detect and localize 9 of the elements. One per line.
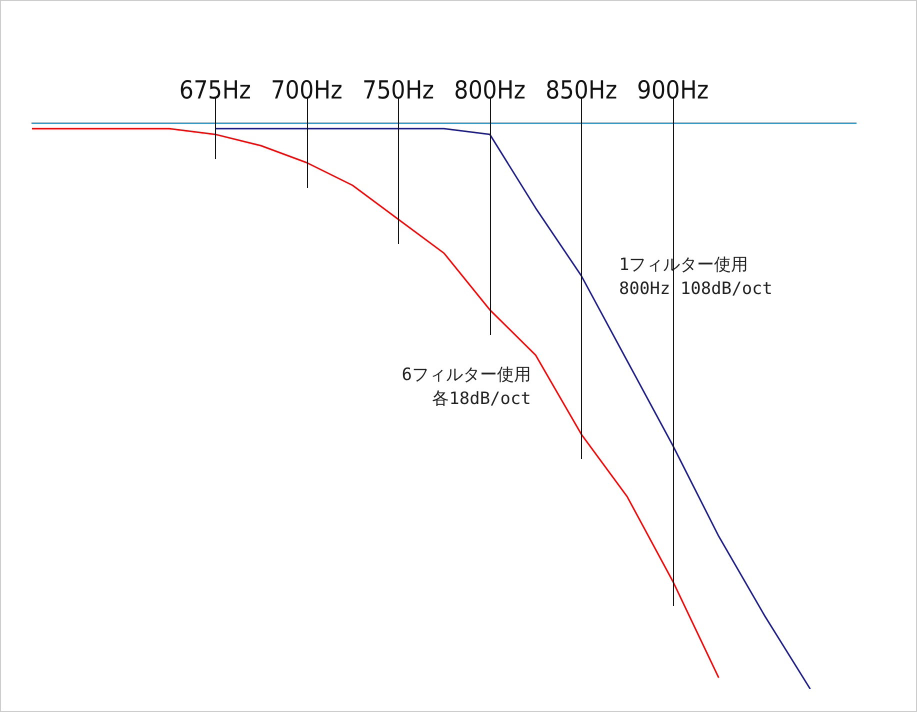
x-tick-label: 700Hz [270, 76, 342, 104]
annotation: 800Hz 108dB/oct [619, 278, 773, 299]
annotation: 6フィルター使用 [402, 364, 531, 385]
annotation: 各18dB/oct [432, 388, 531, 409]
x-tick-label: 750Hz [362, 76, 434, 104]
x-tick-label: 850Hz [546, 76, 618, 104]
x-tick-label: 675Hz [179, 76, 251, 104]
x-tick-label: 900Hz [637, 76, 709, 104]
x-tick-label: 800Hz [454, 76, 526, 104]
